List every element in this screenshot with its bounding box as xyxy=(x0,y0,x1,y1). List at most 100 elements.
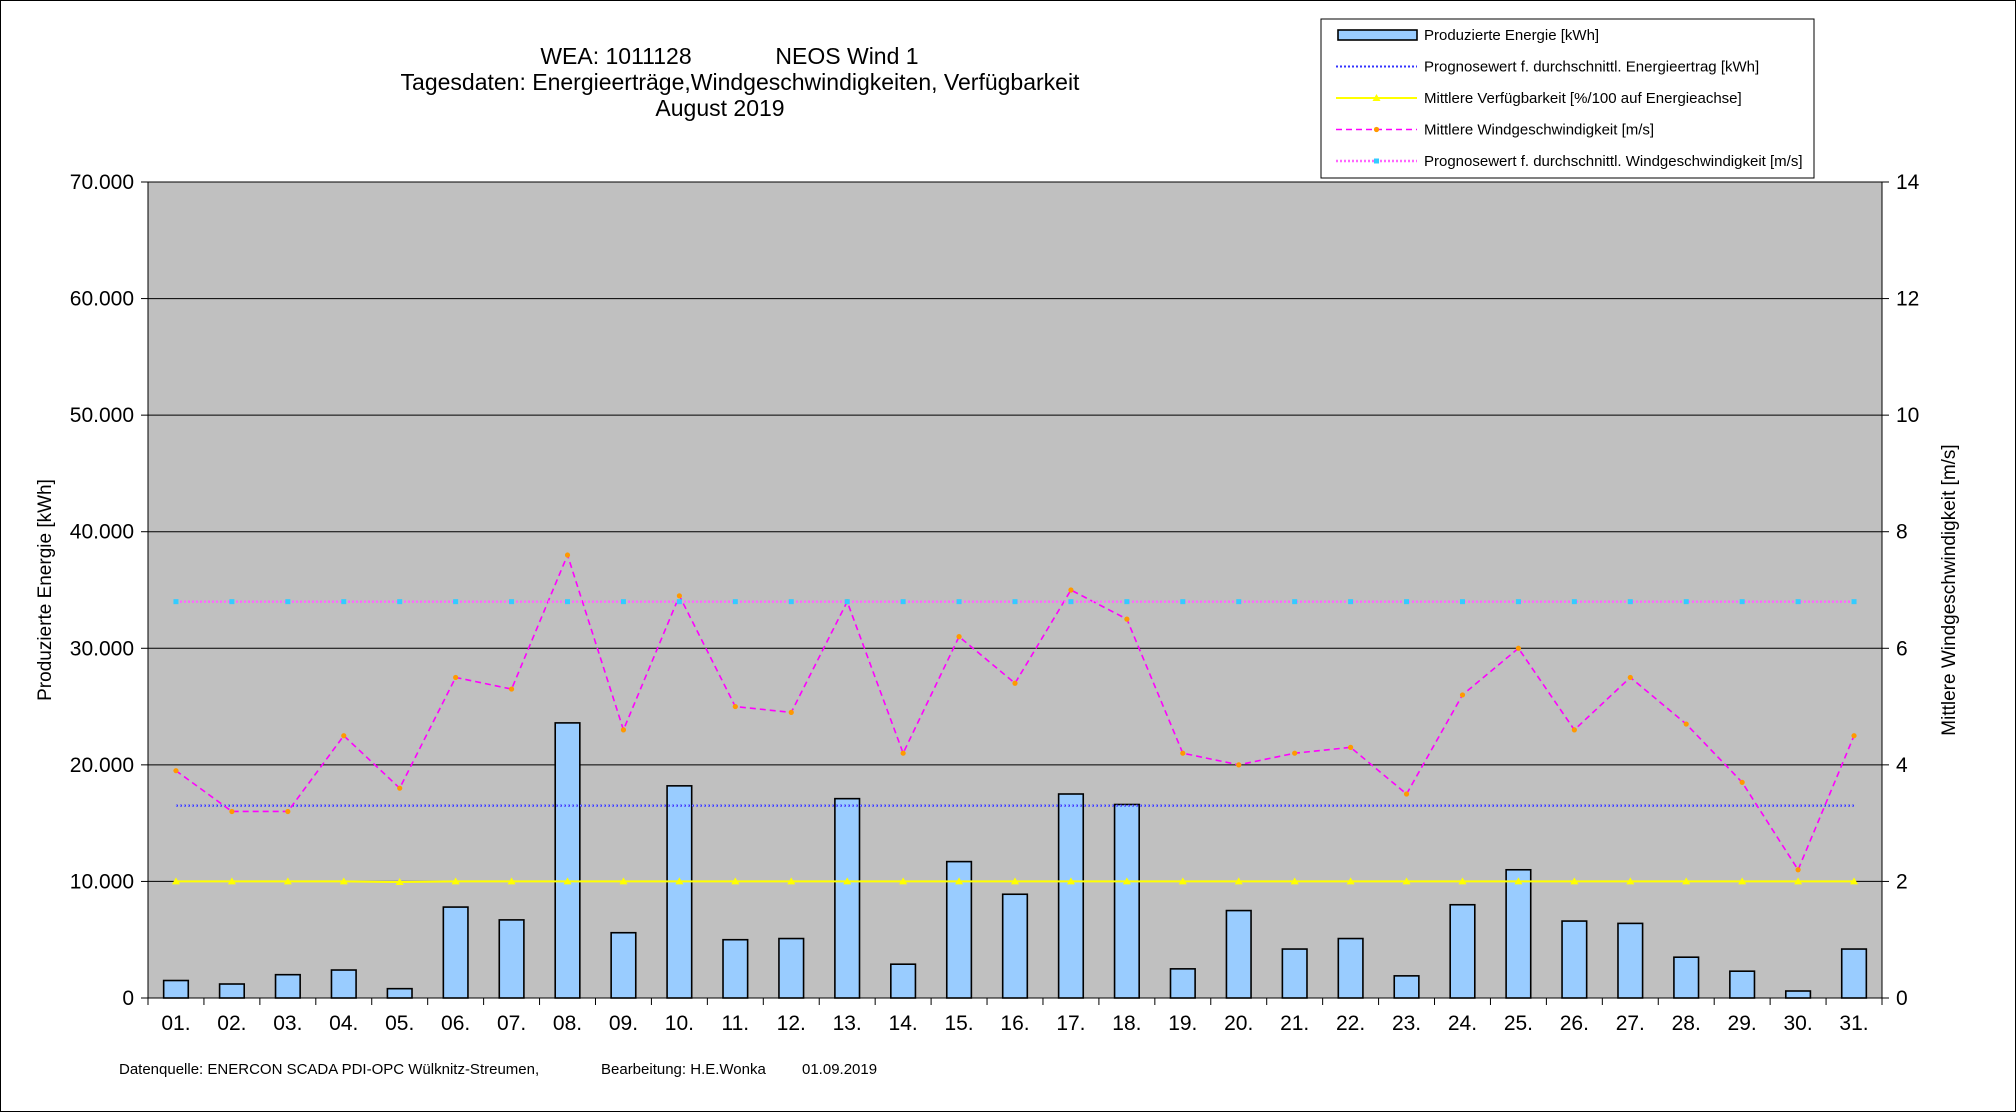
x-tick-label: 03. xyxy=(273,1012,302,1035)
series-point xyxy=(397,785,403,791)
energy-bar xyxy=(386,987,413,999)
series-point xyxy=(1124,599,1130,605)
series-point xyxy=(1851,733,1857,739)
series-point xyxy=(1011,877,1019,885)
legend-label: Mittlere Verfügbarkeit [%/100 auf Energi… xyxy=(1424,90,1742,107)
y-tick-label: 20.000 xyxy=(70,754,134,777)
chart-subtitle: Tagesdaten: Energieerträge,Windgeschwind… xyxy=(401,69,1081,95)
series-point xyxy=(339,877,348,885)
series-point xyxy=(1515,599,1521,605)
series-point xyxy=(1458,877,1467,885)
series-point xyxy=(173,768,179,774)
y2-tick-label: 10 xyxy=(1896,404,1919,427)
series-point xyxy=(1683,721,1689,727)
series-point xyxy=(341,599,347,605)
y2-tick-label: 6 xyxy=(1896,637,1908,660)
y2-tick-label: 2 xyxy=(1896,870,1908,893)
energy-bar xyxy=(1225,909,1252,999)
energy-bar xyxy=(274,973,301,999)
series-point xyxy=(788,709,794,716)
series-point xyxy=(1627,674,1633,681)
energy-bar xyxy=(666,785,693,999)
series-point xyxy=(1066,877,1075,885)
series-point xyxy=(397,599,403,605)
series-point xyxy=(1795,867,1801,873)
axes: 0 10.000 20.000 30.000 40.000 50.000 60.000 70.… xyxy=(70,171,1920,1035)
energy-bar xyxy=(554,722,581,999)
x-tick-label: 19. xyxy=(1168,1012,1197,1035)
footer-source: Datenquelle: ENERCON SCADA PDI-OPC Wülkn… xyxy=(119,1061,539,1078)
energy-bar xyxy=(1057,793,1085,999)
x-tick-label: 16. xyxy=(1000,1012,1029,1035)
series-point xyxy=(1178,877,1187,885)
series-point xyxy=(564,552,571,558)
energy-bar xyxy=(890,963,917,999)
series-point xyxy=(1682,877,1691,885)
energy-bar xyxy=(218,983,246,999)
series-point xyxy=(1068,599,1074,605)
energy-bar xyxy=(1673,956,1700,999)
series-point xyxy=(1122,877,1131,885)
x-tick-label: 30. xyxy=(1783,1012,1812,1035)
series-point xyxy=(1626,877,1635,885)
series-point xyxy=(565,599,571,605)
footer-editor: Bearbeitung: H.E.Wonka xyxy=(601,1061,766,1078)
x-tick-label: 04. xyxy=(329,1012,358,1035)
series-point xyxy=(173,599,179,605)
series-point xyxy=(453,674,459,681)
series-point xyxy=(955,877,964,885)
energy-bar xyxy=(1001,893,1029,999)
series-point xyxy=(1739,779,1745,785)
series-point xyxy=(453,599,459,605)
series-point xyxy=(676,593,682,599)
legend-label: Produzierte Energie [kWh] xyxy=(1424,27,1599,44)
x-tick-label: 02. xyxy=(217,1012,246,1035)
energy-bar xyxy=(1337,937,1364,999)
y2-axis-label: Mittlere Windgeschwindigkeit [m/s] xyxy=(1939,444,1960,735)
series-point xyxy=(1795,599,1801,605)
series-point xyxy=(1348,599,1354,605)
series-point xyxy=(1515,645,1522,651)
legend-marker xyxy=(1373,126,1380,133)
series-point xyxy=(285,599,291,605)
series-point xyxy=(844,599,850,605)
chart-title-park: NEOS Wind 1 xyxy=(775,43,918,69)
series-point xyxy=(1850,877,1859,885)
x-tick-label: 01. xyxy=(161,1012,190,1035)
legend-marker xyxy=(1374,158,1379,164)
series-point xyxy=(1346,877,1355,885)
energy-bar xyxy=(162,979,190,999)
x-tick-label: 08. xyxy=(553,1012,582,1035)
y-tick-label: 40.000 xyxy=(70,521,134,544)
series-point xyxy=(1459,599,1465,605)
legend: Produzierte Energie [kWh] Prognosewert f.… xyxy=(1320,18,1815,179)
x-tick-label: 10. xyxy=(665,1012,694,1035)
series-point xyxy=(1012,680,1018,686)
energy-bar xyxy=(442,906,469,999)
series-point xyxy=(732,703,738,710)
series-point xyxy=(563,877,572,885)
plot-area xyxy=(147,181,1883,999)
series-point xyxy=(843,877,852,885)
x-tick-label: 26. xyxy=(1560,1012,1589,1035)
energy-bar xyxy=(1281,948,1308,999)
y2-tick-label: 14 xyxy=(1896,171,1920,194)
x-tick-label: 15. xyxy=(944,1012,973,1035)
x-tick-label: 17. xyxy=(1056,1012,1085,1035)
x-tick-label: 14. xyxy=(889,1012,918,1035)
energy-bar xyxy=(1561,920,1588,999)
series-lines xyxy=(171,552,1859,886)
energy-bar xyxy=(610,931,637,999)
series-point xyxy=(451,877,460,885)
x-tick-label: 24. xyxy=(1448,1012,1477,1035)
series-point xyxy=(1738,877,1747,885)
series-point xyxy=(341,733,347,739)
x-tick-label: 22. xyxy=(1336,1012,1365,1035)
y2-tick-label: 12 xyxy=(1896,288,1919,311)
series-point xyxy=(1794,877,1803,885)
energy-bar xyxy=(498,919,525,999)
series-point xyxy=(1571,599,1577,605)
energy-bars xyxy=(162,722,1868,999)
series-point xyxy=(900,750,906,756)
